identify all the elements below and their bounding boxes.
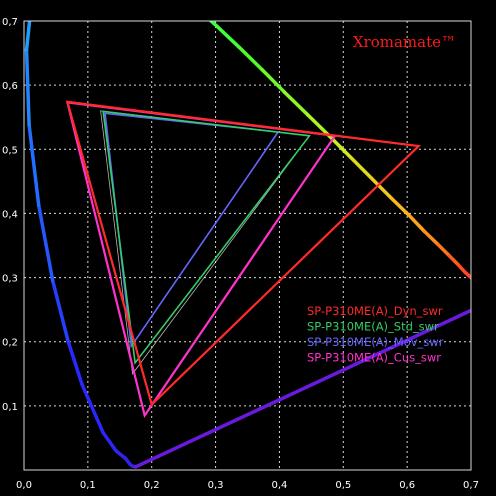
legend-entry: SP-P310ME(A)_Cus_swr — [307, 351, 441, 365]
spectral-locus-segment — [305, 112, 332, 139]
y-tick-label: 0,1 — [2, 402, 18, 413]
spectral-locus-segment — [66, 339, 84, 387]
gamut-triangles — [65, 100, 422, 419]
plot-frame — [23, 20, 472, 471]
line-of-purples — [134, 308, 471, 469]
spectral-locus-segment — [369, 176, 393, 200]
legend-entry: SP-P310ME(A)_Dyn_swr — [307, 304, 443, 318]
y-tick-label: 0,6 — [2, 81, 18, 92]
spectral-locus-segment — [436, 242, 452, 258]
spectral-locus-segment — [50, 279, 70, 343]
y-tick-label: 0,4 — [2, 209, 18, 220]
legend: SP-P310ME(A)_Dyn_swr SP-P310ME(A)_Std_swr… — [307, 304, 444, 365]
spectral-locus-segment — [27, 123, 41, 207]
y-tick-label: 0,3 — [2, 274, 18, 285]
spectral-locus-segment — [282, 90, 310, 117]
spectral-locus-segment — [36, 203, 55, 283]
spectral-locus-segment — [208, 21, 219, 28]
spectral-locus-segment — [101, 431, 118, 453]
x-tick-label: 0,0 — [16, 480, 32, 491]
spectral-locus — [24, 21, 471, 469]
spectral-locus-segment — [237, 45, 264, 72]
spectral-locus-segment — [215, 24, 241, 50]
x-tick-label: 0,3 — [208, 480, 224, 491]
y-tick-label: 0,5 — [2, 145, 18, 156]
plot-border — [23, 20, 472, 471]
spectral-locus-segment — [260, 67, 287, 94]
spectral-locus-segment — [407, 213, 427, 234]
gamut-triangle-std — [102, 110, 311, 365]
spectral-locus-segment — [80, 382, 105, 435]
tick-labels: 0,0 0,1 0,2 0,3 0,4 0,5 0,6 0,7 0,1 0,2 0,3 0,4 0,5 0… — [2, 17, 479, 491]
spectral-locus-segment — [447, 254, 460, 267]
x-tick-label: 0,1 — [80, 480, 96, 491]
x-tick-label: 0,7 — [463, 480, 479, 491]
spectral-locus-segment — [114, 449, 128, 461]
x-tick-label: 0,6 — [399, 480, 415, 491]
spectral-locus-segment — [422, 229, 440, 246]
y-tick-label: 0,7 — [2, 17, 18, 28]
y-tick-label: 0,2 — [2, 338, 18, 349]
spectral-locus-segment — [24, 21, 32, 52]
brand-label: Xromamate™ — [353, 33, 456, 51]
spectral-locus-segment — [349, 155, 374, 180]
legend-entry: SP-P310ME(A)_Mov_swr — [307, 335, 444, 349]
x-tick-label: 0,4 — [271, 480, 287, 491]
spectral-locus-segment — [24, 48, 31, 127]
legend-entry: SP-P310ME(A)_Std_swr — [307, 320, 439, 334]
gamut-triangle-dyn — [65, 100, 422, 407]
x-tick-label: 0,2 — [144, 480, 160, 491]
x-tick-label: 0,5 — [335, 480, 351, 491]
spectral-locus-segment — [389, 196, 411, 218]
